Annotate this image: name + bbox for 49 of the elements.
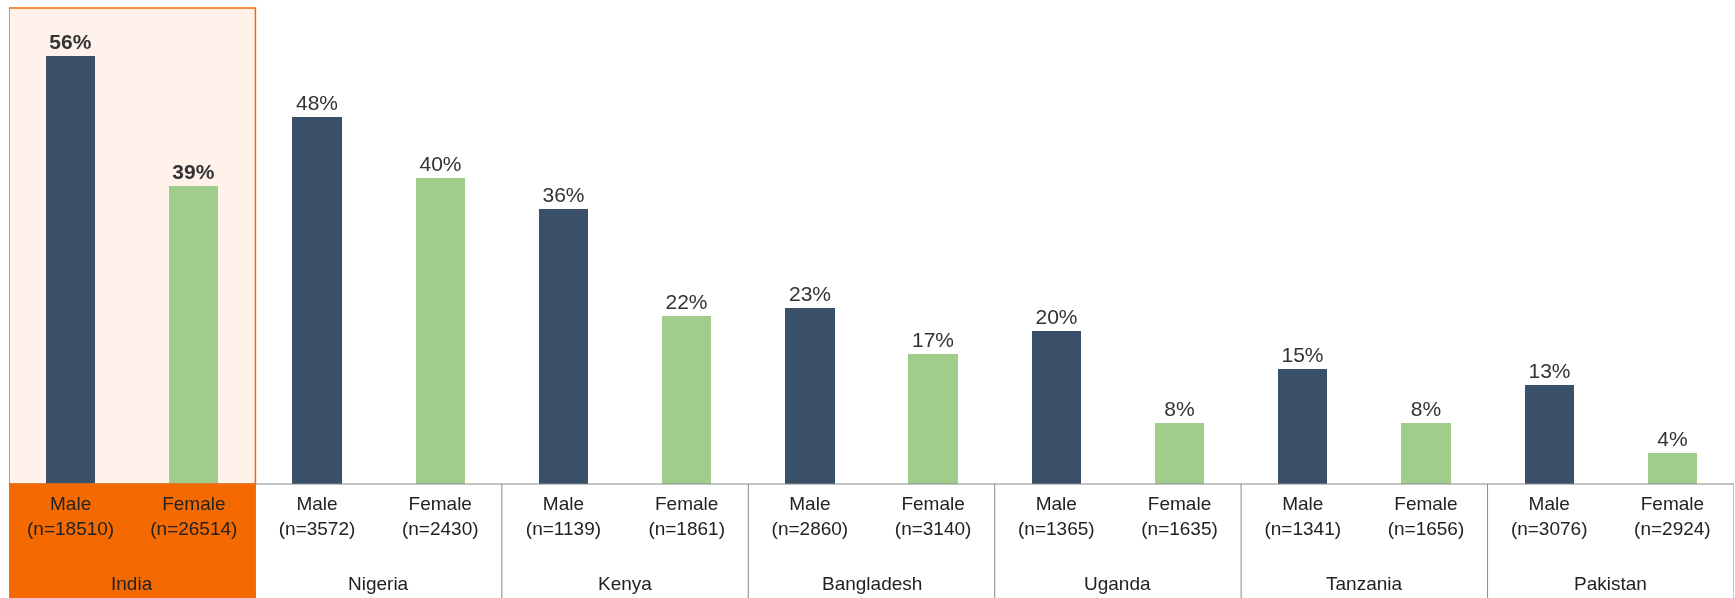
bar [1648, 453, 1697, 484]
data-label: 23% [788, 282, 832, 305]
x-tick-label: Male (n=2860) [771, 493, 849, 539]
bar [1032, 331, 1081, 484]
bar [1525, 385, 1574, 484]
bar [662, 316, 711, 484]
x-tick-label: Female (n=2430) [401, 493, 479, 539]
data-label: 48% [295, 91, 339, 114]
x-tick-label: Male (n=1341) [1264, 493, 1342, 539]
text: Pakistan [1574, 573, 1647, 594]
data-label: 40% [419, 152, 462, 175]
bar [1401, 423, 1451, 484]
text: India [111, 573, 153, 594]
x-tick-label: Female (n=2924) [1634, 493, 1711, 539]
bar [292, 117, 342, 484]
bar [1278, 369, 1327, 484]
x-tick-label: Female (n=1861) [648, 493, 725, 539]
data-label: 13% [1528, 359, 1571, 382]
bar [46, 56, 95, 484]
x-tick-label: Male (n=3572) [278, 493, 356, 539]
data-label: 17% [911, 328, 955, 351]
x-tick-label: Female (n=26514) [150, 493, 238, 539]
bar [416, 178, 465, 484]
bar [908, 354, 958, 484]
data-label: 56% [49, 30, 92, 53]
x-tick-label: Male (n=1365) [1018, 493, 1095, 539]
x-tick-label: Male (n=3076) [1510, 493, 1588, 539]
bar [1155, 423, 1204, 484]
data-label: 8% [1164, 397, 1195, 420]
bar [169, 186, 218, 484]
data-label: 8% [1410, 397, 1442, 420]
x-tick-label: Female (n=1635) [1141, 493, 1218, 539]
data-label: 4% [1657, 427, 1688, 450]
text: Kenya [598, 573, 653, 594]
data-label: 20% [1035, 305, 1078, 328]
text: Bangladesh [822, 573, 923, 594]
data-label: 39% [172, 160, 215, 183]
bar [785, 308, 835, 484]
x-tick-label: Male (n=1139) [525, 493, 602, 539]
text: Tanzania [1326, 573, 1403, 594]
x-tick-label: Male (n=18510) [27, 493, 115, 539]
text: Uganda [1084, 573, 1151, 594]
x-tick-label: Female (n=3140) [894, 493, 972, 539]
data-label: 15% [1281, 343, 1324, 366]
text: Nigeria [348, 573, 409, 594]
x-tick-label: Female (n=1656) [1387, 493, 1465, 539]
data-label: 22% [665, 290, 708, 313]
data-label: 36% [542, 183, 585, 206]
bar [539, 209, 588, 484]
